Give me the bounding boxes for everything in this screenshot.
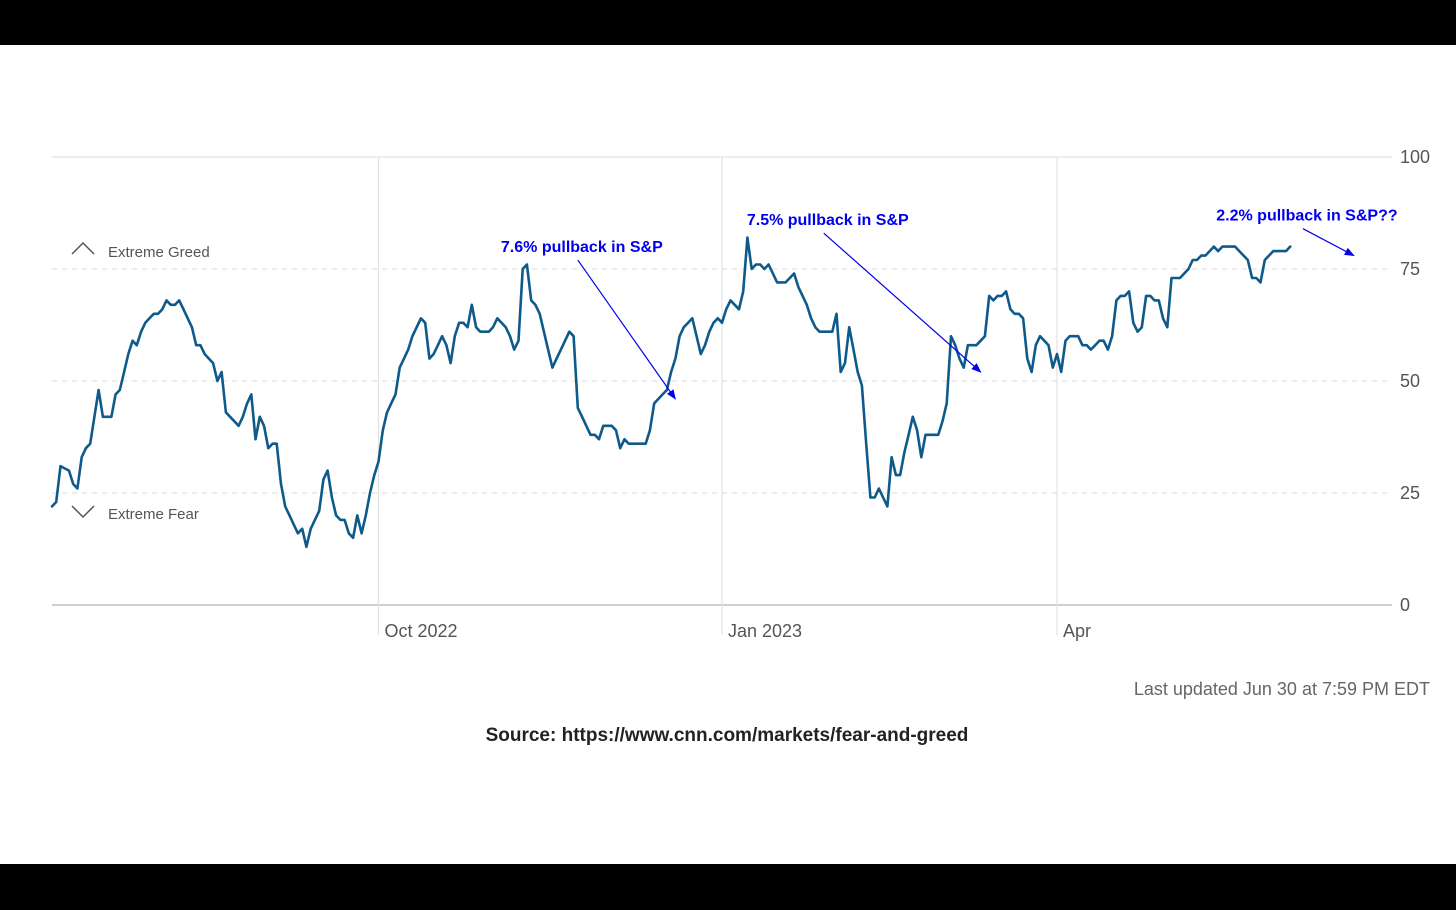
last-updated-text: Last updated Jun 30 at 7:59 PM EDT <box>1134 679 1430 699</box>
y-tick-label: 25 <box>1400 483 1420 503</box>
y-tick-label: 50 <box>1400 371 1420 391</box>
annotation-arrow <box>823 232 982 373</box>
x-tick-label: Oct 2022 <box>385 621 458 641</box>
chart-canvas: 100 75 50 25 0 Oct 2022 Jan 2023 Apr Extreme Gr… <box>0 45 1456 864</box>
x-tick-label: Jan 2023 <box>728 621 802 641</box>
extreme-greed-label: Extreme Greed <box>108 244 210 261</box>
y-tick-label: 0 <box>1400 595 1410 615</box>
y-tick-label: 100 <box>1400 147 1430 167</box>
y-tick-label: 75 <box>1400 259 1420 279</box>
extreme-fear-label: Extreme Fear <box>108 506 199 523</box>
annotation-arrow <box>1302 228 1355 257</box>
chevron-down-icon <box>71 505 95 519</box>
annotation-label: 2.2% pullback in S&P?? <box>1216 208 1397 225</box>
series-line <box>50 236 1292 549</box>
annotation-arrow <box>577 259 676 400</box>
source-text: Source: https://www.cnn.com/markets/fear… <box>486 725 969 746</box>
x-tick-label: Apr <box>1063 621 1091 641</box>
chevron-up-icon <box>71 241 95 255</box>
annotation-label: 7.5% pullback in S&P <box>747 212 909 229</box>
annotation-label: 7.6% pullback in S&P <box>501 239 663 256</box>
fear-greed-chart: 100 75 50 25 0 Oct 2022 Jan 2023 Apr Extreme Gr… <box>50 147 1430 746</box>
